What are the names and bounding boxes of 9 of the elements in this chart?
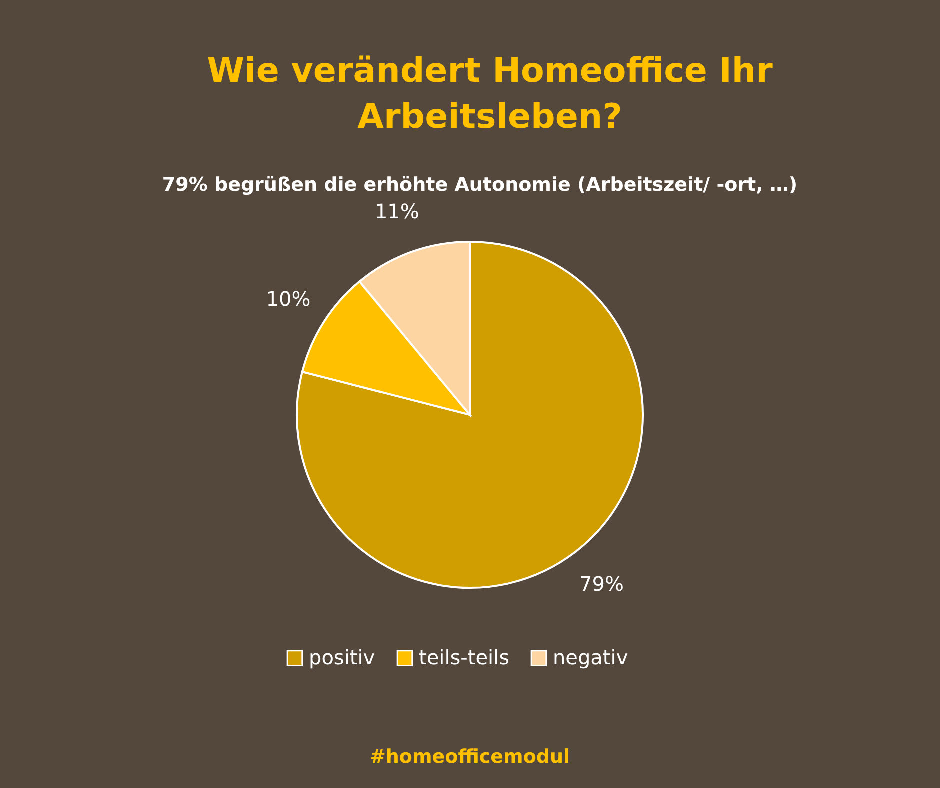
chart-subtitle: 79% begrüßen die erhöhte Autonomie (Arbeitszeit/ -ort, …) [162, 174, 798, 196]
legend-label: negativ [553, 645, 628, 670]
legend-label: teils-teils [419, 645, 510, 670]
data-label: 79% [580, 572, 624, 596]
text: #homeofficemodul [370, 746, 570, 768]
data-label: 10% [266, 286, 311, 311]
chart-title: Wie verändert Homeoffice Ihr Arbeitsleben? [207, 51, 774, 137]
legend-label: positiv [309, 645, 376, 670]
data-label: 11% [374, 200, 420, 224]
